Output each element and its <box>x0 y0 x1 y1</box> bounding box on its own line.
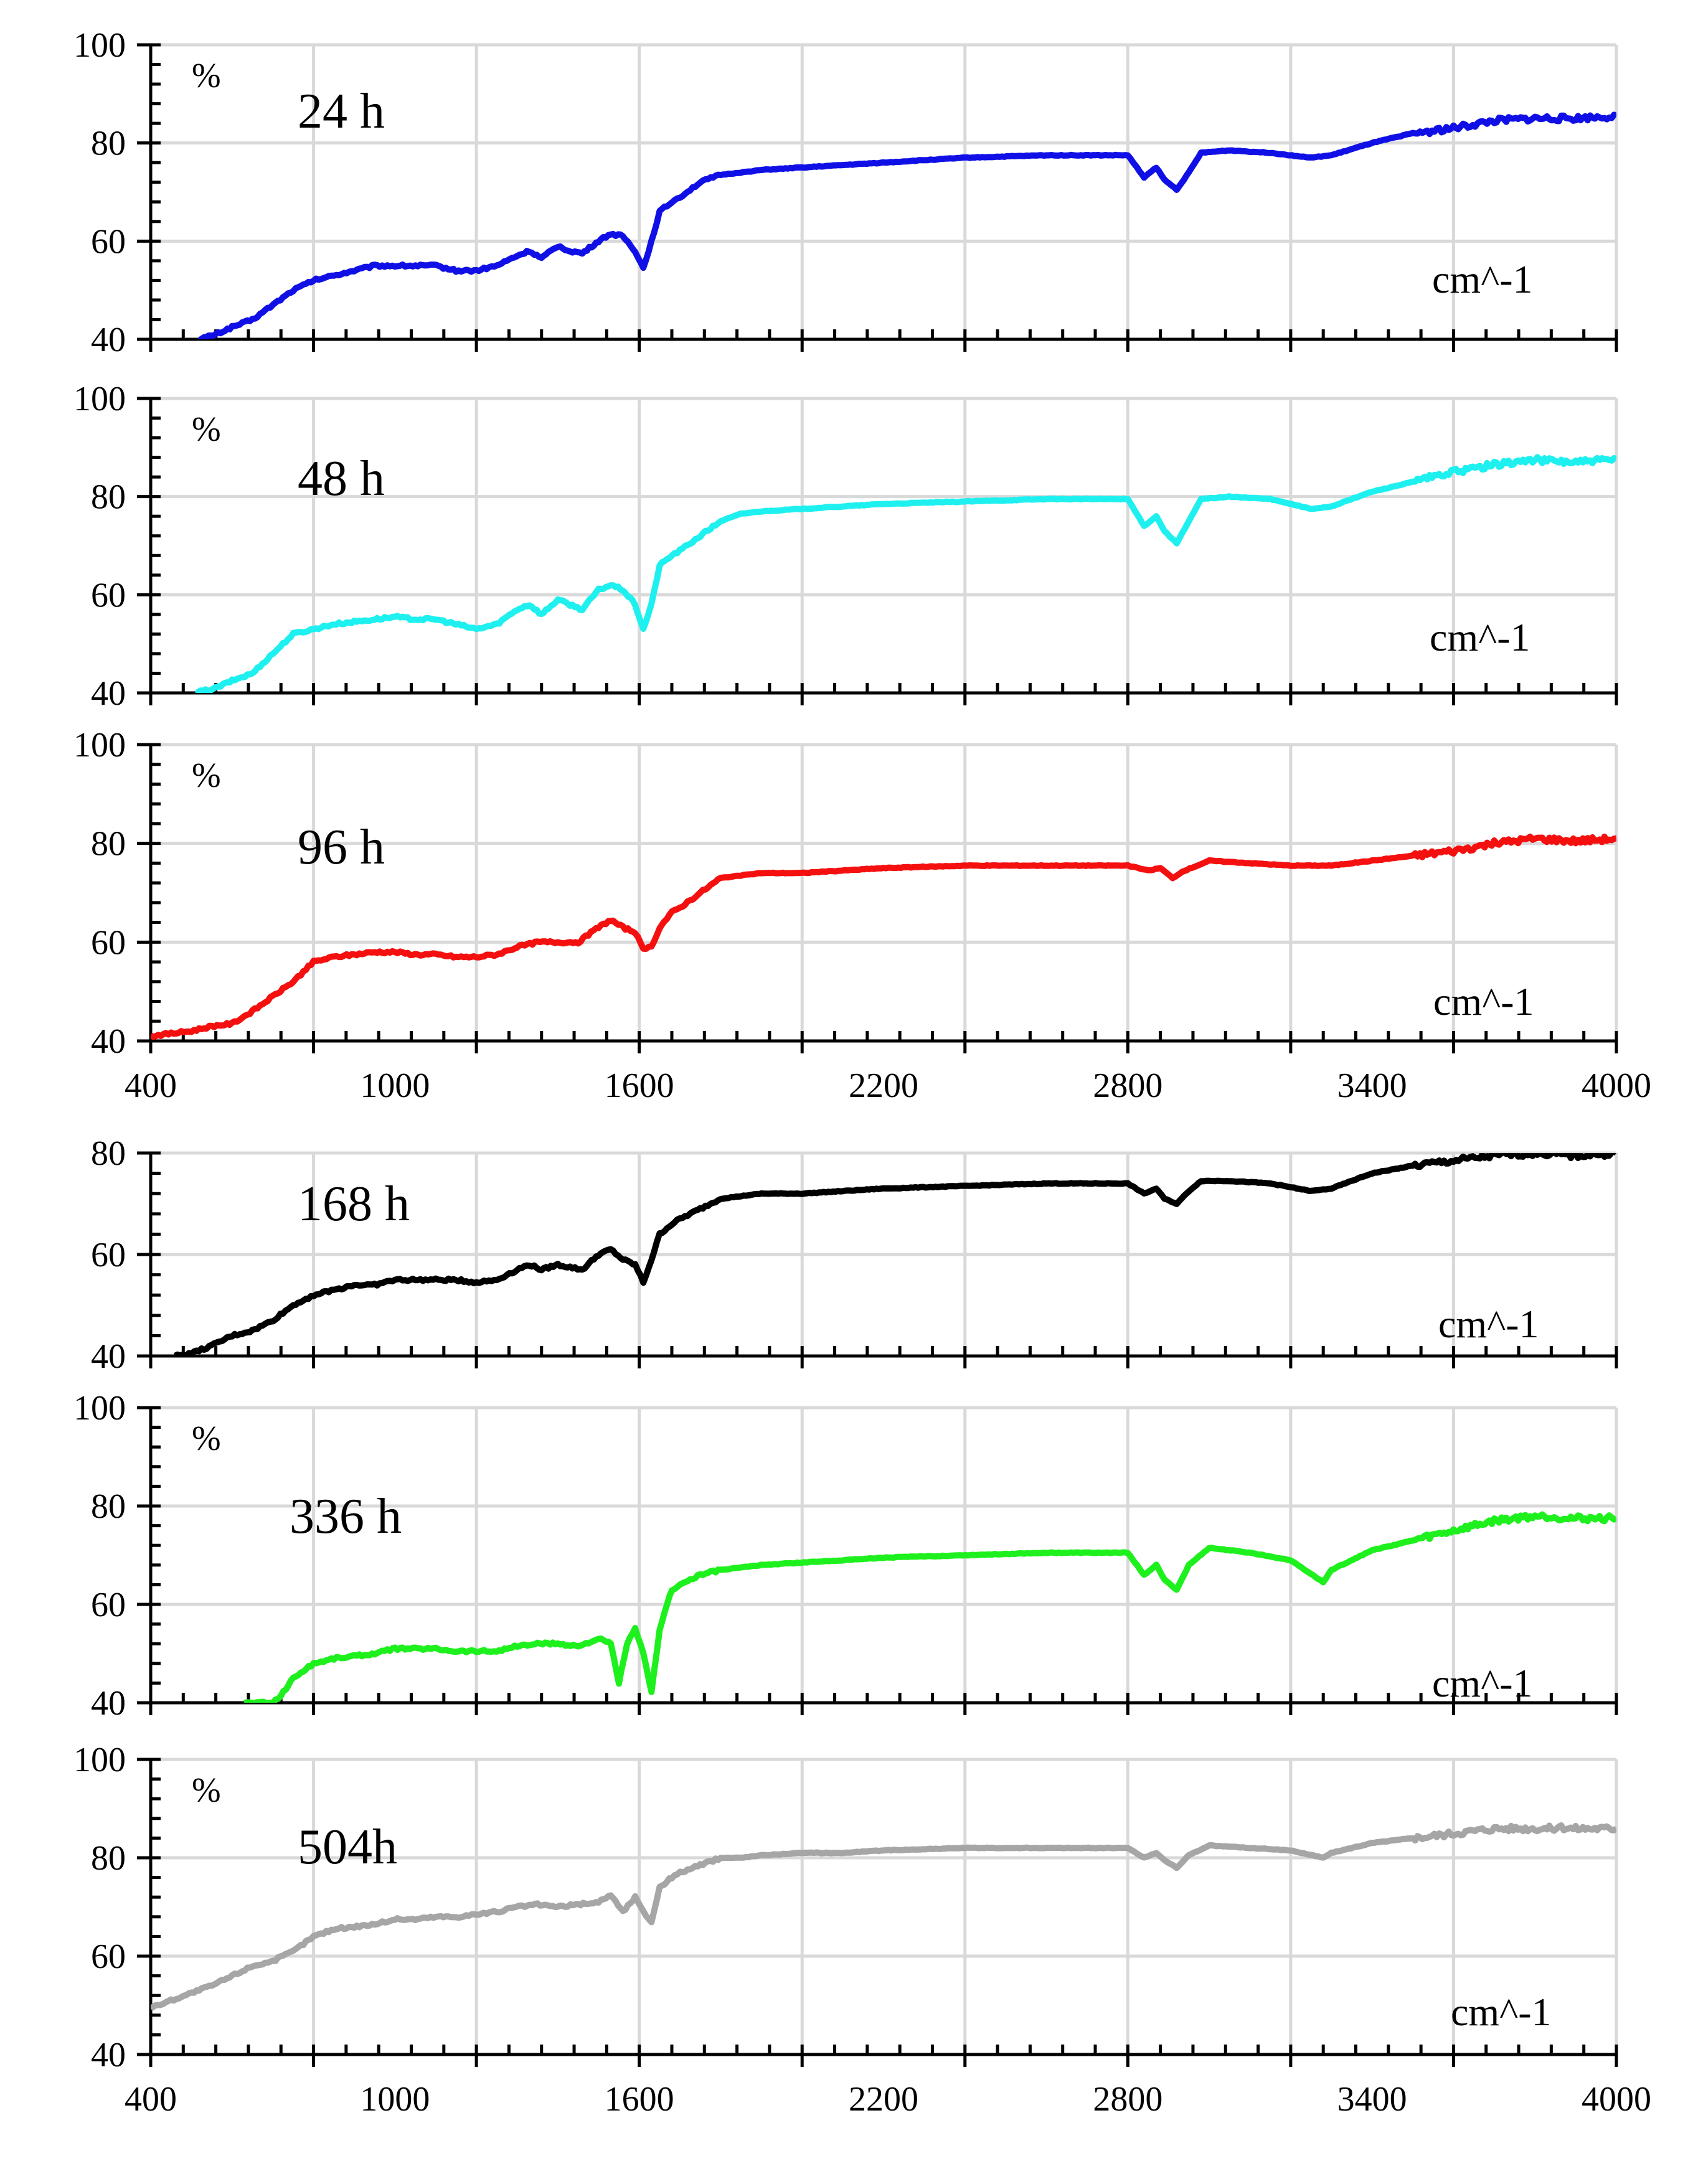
x-tick-label: 400 <box>125 2080 177 2119</box>
x-tick-label: 2200 <box>849 1066 918 1105</box>
series-line <box>197 111 1616 339</box>
panel-5: 40 60 80 100% 336 h cm^-1 <box>73 1389 1618 1723</box>
x-tick-label: 2800 <box>1093 1066 1162 1105</box>
x-unit-label: cm^-1 <box>1432 1661 1533 1705</box>
y-unit-label: % <box>192 1771 221 1810</box>
panel-2: 40 60 80 100% 48 h cm^-1 <box>73 380 1618 713</box>
x-tick-label: 2200 <box>849 2080 918 2119</box>
x-tick-label: 1000 <box>360 1066 430 1105</box>
series-line <box>173 1153 1616 1356</box>
x-unit-label: cm^-1 <box>1433 979 1534 1024</box>
x-tick-label: 3400 <box>1337 1066 1407 1105</box>
y-tick-label: 100 <box>73 380 126 418</box>
y-tick-label: 40 <box>91 2036 126 2074</box>
x-tick-label: 1600 <box>605 1066 674 1105</box>
y-tick-label: 80 <box>91 825 126 864</box>
y-tick-label: 100 <box>73 726 126 765</box>
y-tick-label: 60 <box>91 1236 126 1274</box>
series-line <box>243 1511 1616 1703</box>
panel-time-label: 96 h <box>298 820 385 875</box>
x-tick-label: 1000 <box>360 2080 430 2119</box>
x-tick-label: 4000 <box>1582 1066 1651 1105</box>
y-unit-label: % <box>192 57 221 95</box>
panel-time-label: 168 h <box>298 1177 410 1231</box>
x-unit-label: cm^-1 <box>1438 1302 1539 1346</box>
y-tick-label: 60 <box>91 1586 126 1624</box>
panel-6: 40 60 80 100 400 1000 1600 2200 2800 3400 4000% 504… <box>73 1741 1651 2119</box>
x-unit-label: cm^-1 <box>1432 257 1533 301</box>
panel-time-label: 336 h <box>290 1489 402 1544</box>
series-line <box>151 1822 1616 2012</box>
panel-time-label: 24 h <box>298 84 385 139</box>
y-tick-label: 40 <box>91 674 126 713</box>
panel-time-label: 504h <box>298 1820 397 1875</box>
x-unit-label: cm^-1 <box>1451 1990 1552 2034</box>
x-tick-label: 4000 <box>1582 2080 1651 2119</box>
series-line <box>151 833 1616 1040</box>
panel-3: 40 60 80 100 400 1000 1600 2200 2800 3400 4000% 96 … <box>73 726 1651 1105</box>
x-tick-label: 3400 <box>1337 2080 1407 2119</box>
y-tick-label: 60 <box>91 576 126 614</box>
panel-4: 40 60 80 168 h cm^-1 <box>91 1134 1618 1376</box>
y-tick-label: 40 <box>91 1337 126 1376</box>
y-tick-label: 80 <box>91 478 126 517</box>
y-tick-label: 60 <box>91 1937 126 1976</box>
y-tick-label: 80 <box>91 125 126 163</box>
y-unit-label: % <box>192 410 221 449</box>
y-unit-label: % <box>192 1419 221 1458</box>
y-tick-label: 100 <box>73 1741 126 1779</box>
y-tick-label: 80 <box>91 1487 126 1526</box>
x-unit-label: cm^-1 <box>1430 615 1530 659</box>
x-tick-label: 2800 <box>1093 2080 1162 2119</box>
x-tick-label: 400 <box>125 1066 177 1105</box>
y-tick-label: 60 <box>91 923 126 962</box>
panel-time-label: 48 h <box>298 451 385 506</box>
y-tick-label: 100 <box>73 1389 126 1428</box>
y-tick-label: 80 <box>91 1839 126 1878</box>
y-tick-label: 60 <box>91 222 126 261</box>
panel-1: 40 60 80 100% 24 h cm^-1 <box>73 26 1618 359</box>
y-tick-label: 40 <box>91 321 126 359</box>
y-tick-label: 40 <box>91 1022 126 1061</box>
x-tick-label: 1600 <box>605 2080 674 2119</box>
series-line <box>195 454 1616 693</box>
y-tick-label: 100 <box>73 26 126 65</box>
y-unit-label: % <box>192 756 221 795</box>
y-tick-label: 80 <box>91 1134 126 1173</box>
y-tick-label: 40 <box>91 1684 126 1723</box>
